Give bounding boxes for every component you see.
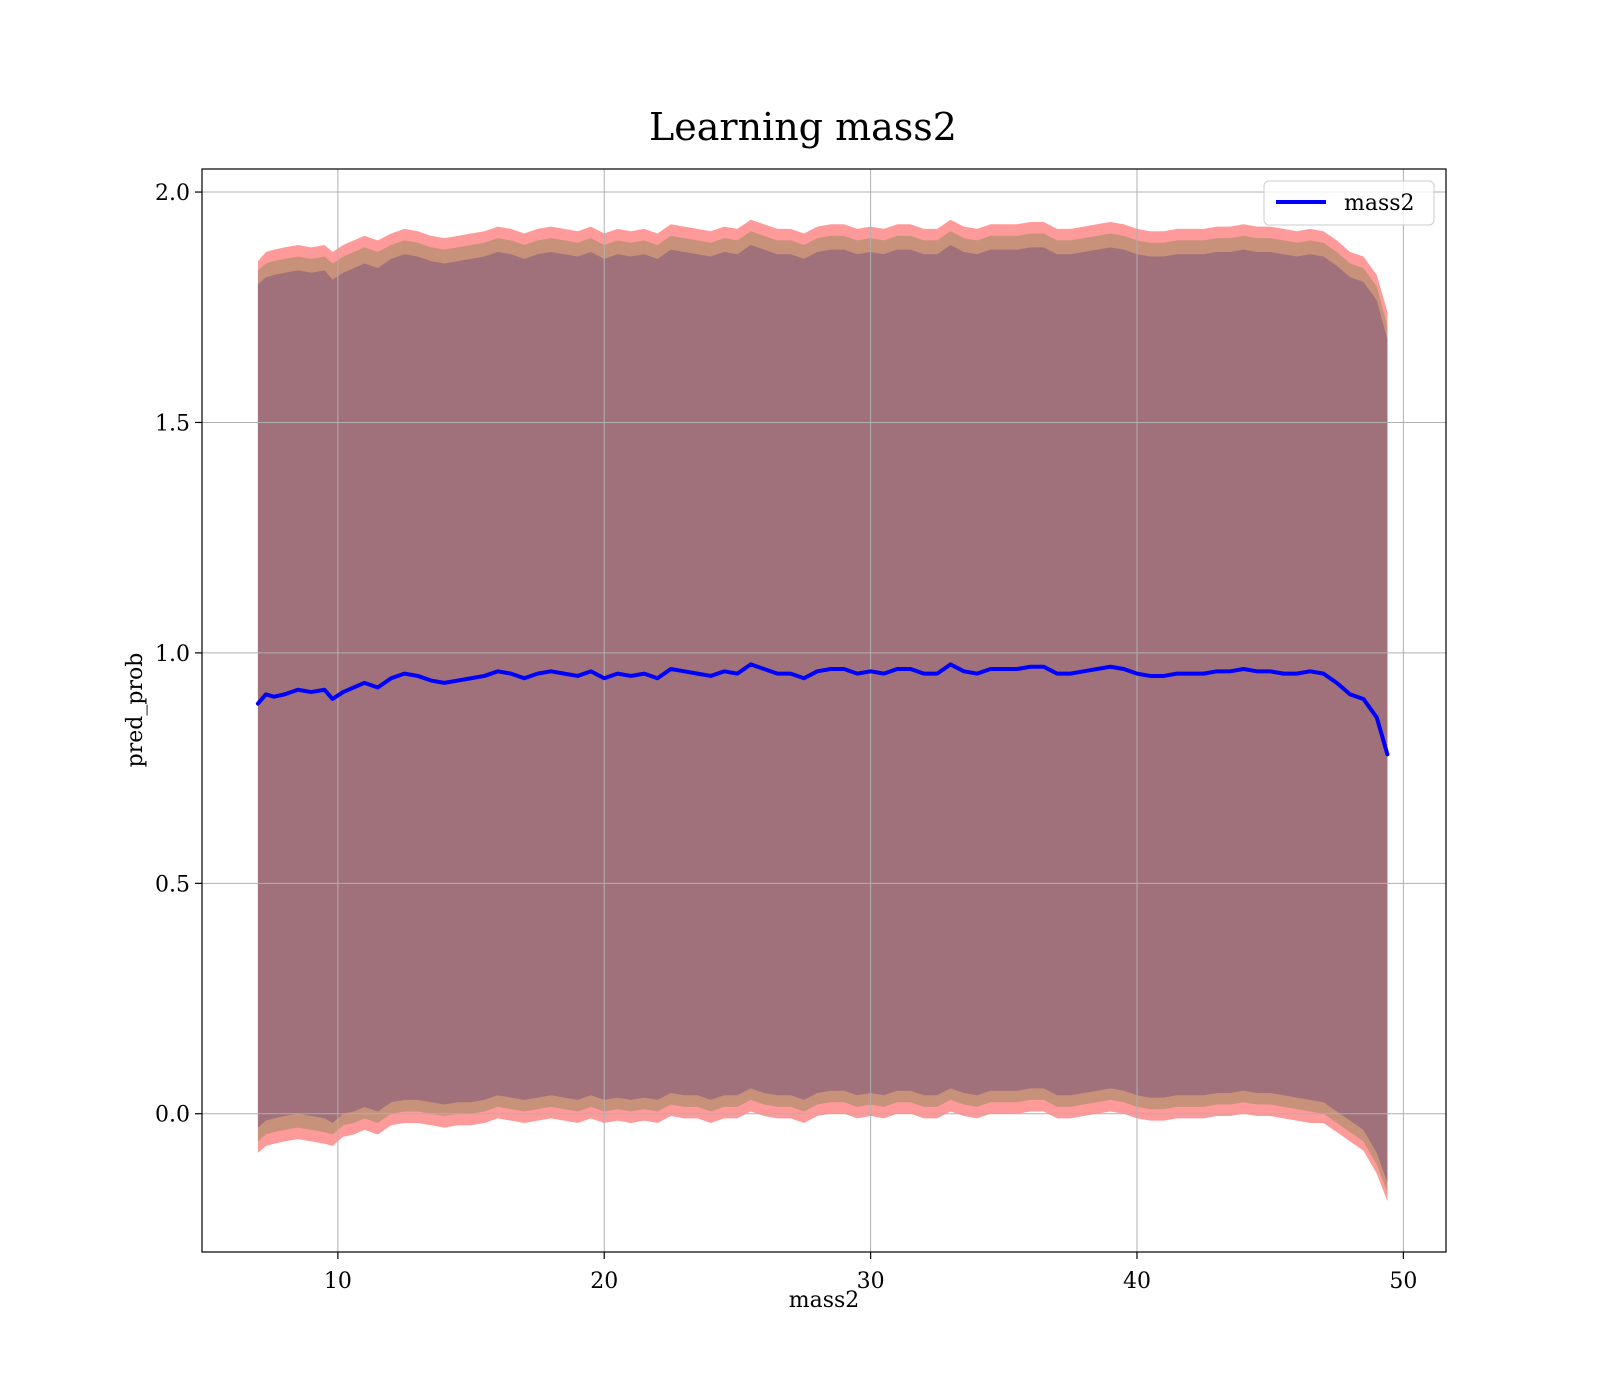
y-tick-label: 0.5 — [155, 872, 190, 897]
x-tick-label: 10 — [324, 1269, 352, 1294]
legend-label: mass2 — [1344, 191, 1415, 216]
x-tick-label: 50 — [1389, 1269, 1417, 1294]
x-tick-label: 20 — [590, 1269, 618, 1294]
y-axis-ticks: 0.0 0.5 1.0 1.5 2.0 — [155, 181, 202, 1128]
y-tick-label: 1.0 — [155, 642, 190, 667]
series-lines — [255, 662, 1390, 757]
y-tick-label: 2.0 — [155, 181, 190, 206]
legend-box — [1263, 180, 1435, 226]
y-tick-label: 1.5 — [155, 411, 190, 436]
x-tick-label: 30 — [857, 1269, 885, 1294]
legend: mass2 — [1263, 180, 1435, 226]
x-axis-ticks: 10 20 30 40 50 — [324, 1252, 1417, 1294]
y-tick-label: 0.0 — [155, 1103, 190, 1128]
series-line-mass2 — [255, 662, 1390, 757]
y-axis-label: pred_prob — [123, 653, 148, 768]
grid-lines — [202, 169, 1446, 1252]
band-inner — [257, 245, 1388, 1183]
plot-frame — [201, 168, 1447, 1253]
confidence-bands — [257, 219, 1388, 1202]
x-tick-label: 40 — [1123, 1269, 1151, 1294]
x-axis-label: mass2 — [789, 1288, 860, 1313]
chart-title: Learning mass2 — [649, 105, 957, 149]
